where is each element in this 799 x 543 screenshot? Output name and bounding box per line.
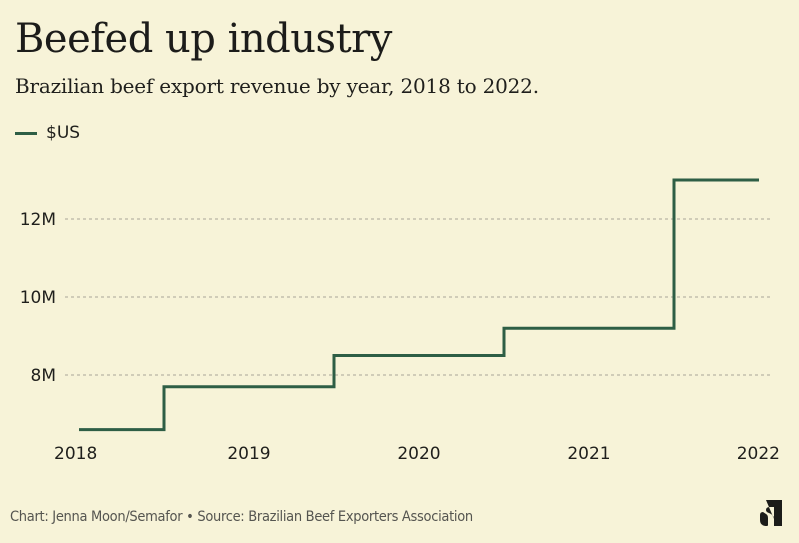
x-axis: 2018 2019 2020 2021 2022: [54, 444, 780, 464]
y-axis: 8M 10M 12M: [20, 210, 56, 386]
x-tick-label: 2022: [737, 444, 780, 464]
series-line-usd: [79, 178, 759, 432]
y-tick-label: 12M: [20, 210, 56, 230]
semafor-logo-icon: [760, 500, 782, 526]
legend-swatch: [15, 131, 37, 135]
x-tick-label: 2020: [397, 444, 440, 464]
x-tick-label: 2021: [567, 444, 610, 464]
y-tick-label: 8M: [31, 366, 56, 386]
gridlines: [65, 218, 772, 376]
x-tick-label: 2019: [227, 444, 270, 464]
legend: $US: [15, 123, 80, 143]
legend-label: $US: [46, 123, 81, 143]
source-credit: Chart: Jenna Moon/Semafor • Source: Braz…: [10, 509, 473, 525]
chart-title: Beefed up industry: [15, 16, 392, 62]
series-group: [79, 178, 759, 432]
y-tick-label: 10M: [20, 288, 56, 308]
chart-subtitle: Brazilian beef export revenue by year, 2…: [15, 74, 539, 98]
x-tick-label: 2018: [54, 444, 97, 464]
